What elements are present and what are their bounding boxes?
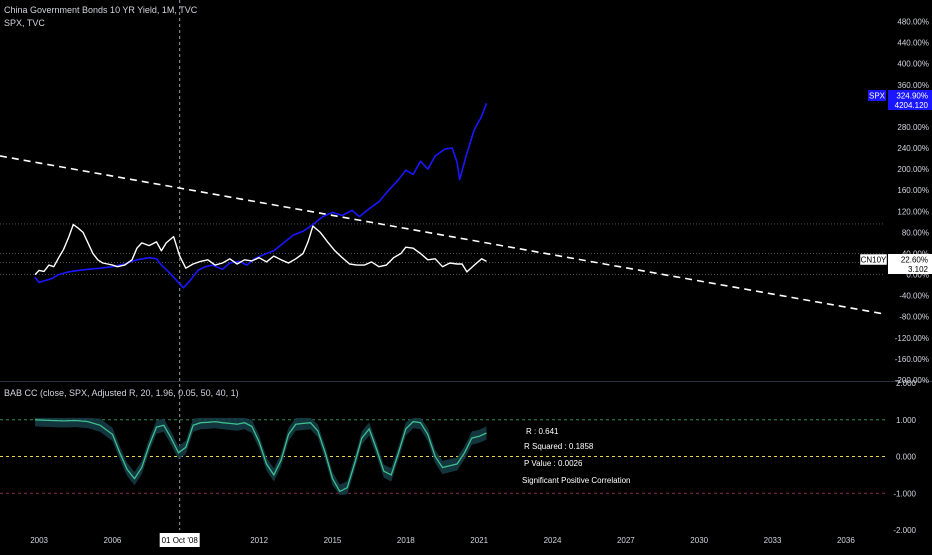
y-tick-label: 240.00%: [897, 144, 929, 153]
spx-name-badge: [868, 90, 886, 101]
y-tick-label: 200.00%: [897, 165, 929, 174]
y-tick-label: -200.00%: [895, 376, 929, 385]
y-tick-label: -40.00%: [899, 292, 929, 301]
y-tick-label: 160.00%: [897, 186, 929, 195]
stat-verdict: Significant Positive Correlation: [522, 476, 631, 485]
x-tick-label: 2003: [30, 536, 48, 545]
spx-name-text: SPX: [869, 92, 886, 101]
stat-r: R : 0.641: [526, 427, 559, 436]
corr-y-tick-label: 1.000: [896, 416, 917, 425]
crosshair-date-label: 01 Oct '08: [162, 536, 199, 545]
y-tick-label: 280.00%: [897, 123, 929, 132]
y-tick-label: 480.00%: [897, 18, 929, 27]
x-tick-label: 2036: [837, 536, 855, 545]
stat-r-squared: R Squared : 0.1858: [524, 442, 594, 451]
y-tick-label: 0.00%: [906, 271, 929, 280]
y-tick-label: 400.00%: [897, 60, 929, 69]
cn-price-text: 3.102: [908, 265, 929, 274]
y-tick-label: 360.00%: [897, 81, 929, 90]
x-tick-label: 2024: [544, 536, 562, 545]
stat-p-value: P Value : 0.0026: [524, 459, 583, 468]
cn-value-badge: [888, 254, 932, 274]
cn-name-text: CN10Y: [861, 256, 887, 265]
cn-pct-text: 22.60%: [901, 256, 928, 265]
main-series-title[interactable]: China Government Bonds 10 YR Yield, 1M, …: [4, 5, 198, 15]
x-tick-label: 2018: [397, 536, 415, 545]
spx-value-badge: [888, 90, 932, 110]
y-tick-label: 120.00%: [897, 207, 929, 216]
indicator-title[interactable]: BAB CC (close, SPX, Adjusted R, 20, 1.96…: [4, 388, 239, 398]
corr-y-tick-label: -2.000: [893, 526, 916, 535]
x-tick-label: 2006: [104, 536, 122, 545]
y-tick-label: 440.00%: [897, 39, 929, 48]
trendline: [0, 155, 886, 315]
y-tick-label: 40.00%: [902, 249, 929, 258]
spx-price-text: 4204.120: [895, 101, 929, 110]
corr-line: [34, 419, 487, 493]
cn-name-badge: [859, 253, 888, 266]
x-tick-label: 2030: [690, 536, 708, 545]
spx-pct-text: 324.90%: [896, 92, 928, 101]
compare-series-title[interactable]: SPX, TVC: [4, 18, 45, 28]
crosshair-date-box: [159, 533, 200, 547]
x-tick-label: 2015: [324, 536, 342, 545]
x-tick-label: 2021: [470, 536, 488, 545]
x-tick-label: 2027: [617, 536, 635, 545]
y-tick-label: -120.00%: [895, 334, 929, 343]
corr-band: [35, 417, 487, 496]
x-tick-label: 2012: [250, 536, 268, 545]
x-tick-label: 2033: [764, 536, 782, 545]
y-tick-label: -160.00%: [895, 355, 929, 364]
corr-y-tick-label: 0.000: [896, 453, 917, 462]
corr-y-tick-label: 2.000: [896, 379, 917, 388]
cn10y-line: [34, 223, 487, 276]
spx-line: [34, 103, 488, 289]
y-tick-label: 80.00%: [902, 228, 929, 237]
y-tick-label: -80.00%: [899, 313, 929, 322]
corr-y-tick-label: -1.000: [893, 489, 916, 498]
